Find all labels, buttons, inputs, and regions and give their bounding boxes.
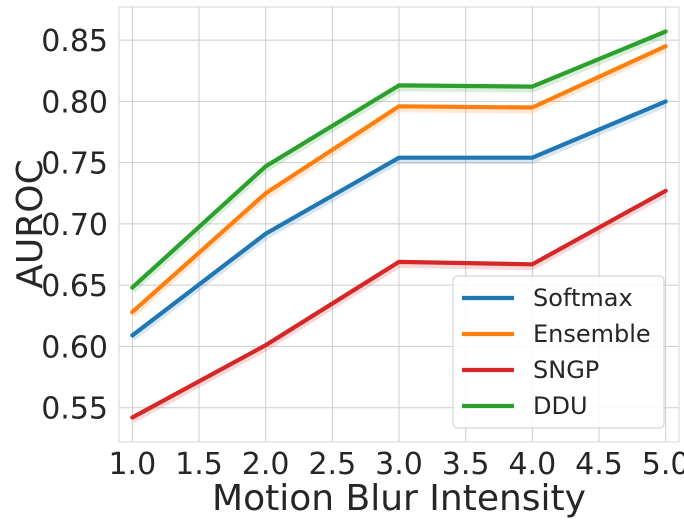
series-lines [129, 29, 668, 424]
legend-label-ensemble: Ensemble [533, 320, 651, 348]
y-tick-label: 0.75 [41, 147, 108, 182]
sngp-confidence-band [130, 190, 668, 424]
x-tick-label: 3.5 [442, 447, 490, 482]
softmax-line [130, 99, 668, 338]
ensemble-line [130, 44, 668, 315]
x-tick-label: 1.0 [108, 447, 156, 482]
y-tick-labels: 0.55 0.60 0.65 0.70 0.75 0.80 0.85 [41, 24, 108, 427]
x-tick-label: 4.5 [575, 447, 623, 482]
sngp-line [130, 188, 668, 420]
y-tick-label: 0.80 [41, 85, 108, 120]
x-tick-label: 4.0 [508, 447, 556, 482]
legend-label-ddu: DDU [533, 392, 588, 420]
y-tick-label: 0.65 [41, 269, 108, 304]
y-tick-label: 0.85 [41, 24, 108, 59]
x-axis-label: Motion Blur Intensity [212, 478, 586, 519]
x-tick-label: 2.0 [242, 447, 290, 482]
x-tick-label: 3.0 [375, 447, 423, 482]
y-axis-label: AUROC [10, 159, 51, 288]
y-tick-label: 0.70 [41, 208, 108, 243]
x-tick-label: 2.5 [308, 447, 356, 482]
legend-label-softmax: Softmax [533, 284, 633, 312]
x-tick-label: 5.0 [642, 447, 684, 482]
legend-box [452, 275, 665, 429]
legend-label-sngp: SNGP [533, 356, 599, 384]
ddu-line [130, 29, 668, 290]
x-tick-labels: 1.0 1.5 2.0 2.5 3.0 3.5 4.0 4.5 5.0 [108, 447, 684, 482]
x-tick-label: 1.5 [175, 447, 223, 482]
y-tick-label: 0.55 [41, 392, 108, 427]
y-tick-label: 0.60 [41, 330, 108, 365]
legend: Softmax Ensemble SNGP DDU [452, 275, 665, 429]
